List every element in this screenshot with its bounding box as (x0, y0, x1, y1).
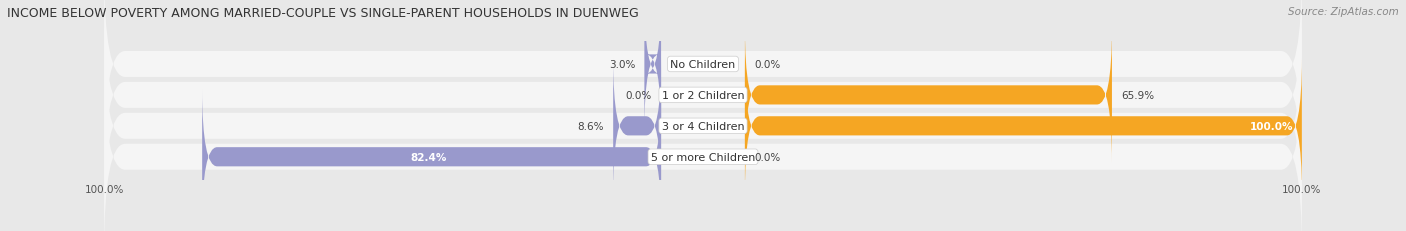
Text: 65.9%: 65.9% (1121, 91, 1154, 100)
Text: Source: ZipAtlas.com: Source: ZipAtlas.com (1288, 7, 1399, 17)
FancyBboxPatch shape (745, 28, 1112, 163)
Text: 0.0%: 0.0% (626, 91, 652, 100)
FancyBboxPatch shape (644, 0, 661, 132)
Text: INCOME BELOW POVERTY AMONG MARRIED-COUPLE VS SINGLE-PARENT HOUSEHOLDS IN DUENWEG: INCOME BELOW POVERTY AMONG MARRIED-COUPL… (7, 7, 638, 20)
FancyBboxPatch shape (202, 90, 661, 225)
Text: 0.0%: 0.0% (754, 60, 780, 70)
Text: No Children: No Children (671, 60, 735, 70)
FancyBboxPatch shape (613, 59, 661, 194)
Text: 0.0%: 0.0% (754, 152, 780, 162)
Text: 100.0%: 100.0% (1250, 121, 1294, 131)
FancyBboxPatch shape (745, 59, 1302, 194)
FancyBboxPatch shape (104, 62, 1302, 231)
FancyBboxPatch shape (104, 1, 1302, 190)
Text: 3.0%: 3.0% (609, 60, 636, 70)
Text: 3 or 4 Children: 3 or 4 Children (662, 121, 744, 131)
FancyBboxPatch shape (104, 0, 1302, 160)
Text: 1 or 2 Children: 1 or 2 Children (662, 91, 744, 100)
Text: 8.6%: 8.6% (578, 121, 605, 131)
FancyBboxPatch shape (104, 31, 1302, 221)
Text: 5 or more Children: 5 or more Children (651, 152, 755, 162)
Text: 82.4%: 82.4% (411, 152, 447, 162)
